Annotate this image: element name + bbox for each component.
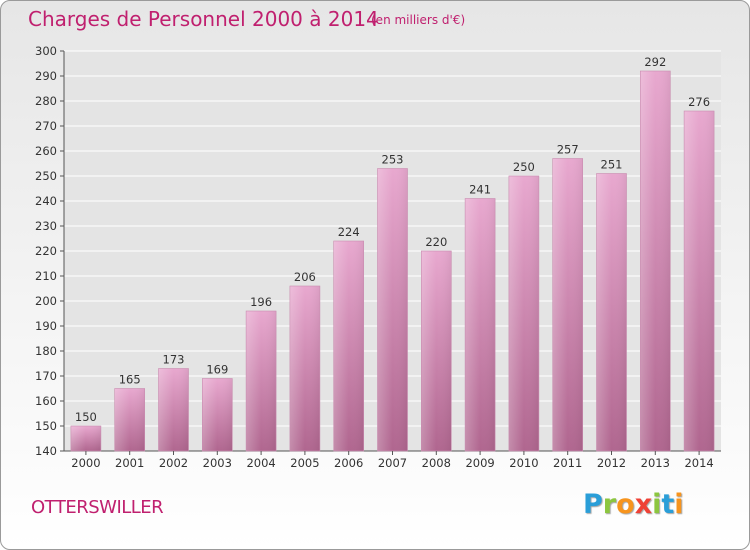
bar-highlight <box>202 378 233 452</box>
data-label: 196 <box>250 295 272 309</box>
chart-title: Charges de Personnel 2000 à 2014 <box>28 7 379 31</box>
bar-highlight <box>377 168 408 452</box>
bar-highlight <box>596 173 627 452</box>
data-label: 220 <box>425 235 447 249</box>
data-label: 292 <box>644 55 666 69</box>
logo-letter: x <box>634 489 653 520</box>
logo-letter: o <box>616 489 635 520</box>
y-tick-label: 280 <box>35 94 57 108</box>
x-tick-label: 2006 <box>334 456 363 470</box>
bar-highlight <box>683 110 715 452</box>
x-tick-label: 2007 <box>378 456 407 470</box>
logo-letter: t <box>661 489 675 520</box>
x-tick-label: 2002 <box>159 456 188 470</box>
y-tick-label: 150 <box>35 419 57 433</box>
y-tick-label: 290 <box>35 69 57 83</box>
bar-highlight <box>70 425 102 452</box>
data-label: 206 <box>294 270 316 284</box>
y-tick-label: 200 <box>35 294 57 308</box>
x-tick-label: 2000 <box>71 456 100 470</box>
data-label: 173 <box>163 353 185 367</box>
data-label: 169 <box>206 363 228 377</box>
bar-highlight <box>420 250 452 452</box>
x-tick-label: 2011 <box>553 456 582 470</box>
bar-highlight <box>552 158 584 452</box>
bar-highlight <box>508 175 540 452</box>
x-tick-label: 2008 <box>422 456 451 470</box>
proxiti-logo[interactable]: Proxiti <box>583 489 684 520</box>
y-tick-label: 260 <box>35 144 57 158</box>
bar-highlight <box>333 240 365 452</box>
data-label: 224 <box>338 225 360 239</box>
x-tick-label: 2014 <box>684 456 713 470</box>
y-tick-label: 170 <box>35 369 57 383</box>
x-tick-label: 2009 <box>465 456 494 470</box>
y-tick-label: 210 <box>35 269 57 283</box>
data-label: 257 <box>557 143 579 157</box>
data-label: 253 <box>382 153 404 167</box>
data-label: 241 <box>469 183 491 197</box>
data-label: 150 <box>75 410 97 424</box>
bar-highlight <box>639 70 671 452</box>
bar-highlight <box>464 198 496 452</box>
chart-subtitle: (en milliers d'€) <box>371 13 466 27</box>
x-tick-label: 2012 <box>597 456 626 470</box>
data-label: 276 <box>688 95 710 109</box>
y-tick-label: 220 <box>35 244 57 258</box>
data-label: 165 <box>119 373 141 387</box>
y-tick-label: 230 <box>35 219 57 233</box>
commune-name: OTTERSWILLER <box>31 497 164 518</box>
bar-highlight <box>289 285 321 452</box>
logo-letter: i <box>652 489 662 520</box>
x-tick-label: 2005 <box>290 456 319 470</box>
x-tick-label: 2010 <box>509 456 538 470</box>
y-tick-label: 300 <box>35 44 57 58</box>
x-tick-label: 2003 <box>203 456 232 470</box>
bar-highlight <box>245 310 277 452</box>
y-tick-label: 190 <box>35 319 57 333</box>
bar-highlight <box>158 368 189 452</box>
y-tick-label: 250 <box>35 169 57 183</box>
x-tick-label: 2013 <box>641 456 670 470</box>
logo-letter: P <box>583 489 603 520</box>
y-tick-label: 240 <box>35 194 57 208</box>
x-tick-label: 2004 <box>246 456 275 470</box>
y-tick-label: 140 <box>35 444 57 458</box>
y-tick-label: 180 <box>35 344 57 358</box>
x-tick-label: 2001 <box>115 456 144 470</box>
y-tick-label: 270 <box>35 119 57 133</box>
y-tick-label: 160 <box>35 394 57 408</box>
logo-letter: i <box>674 489 684 520</box>
bar-highlight <box>114 388 145 452</box>
logo-letter: r <box>602 489 617 520</box>
data-label: 251 <box>601 158 623 172</box>
data-label: 250 <box>513 160 535 174</box>
